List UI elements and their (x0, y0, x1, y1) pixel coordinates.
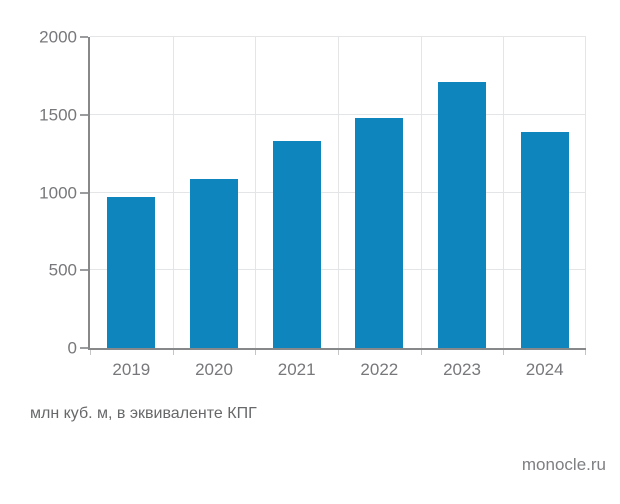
x-axis-tick (255, 350, 257, 355)
y-axis-label: 1500 (39, 105, 77, 125)
y-axis-tick (80, 113, 88, 116)
x-axis-label: 2019 (112, 360, 151, 379)
y-axis-label: 2000 (39, 27, 77, 47)
v-gridline (338, 37, 339, 348)
v-gridline (503, 37, 505, 348)
x-axis-label: 2023 (443, 360, 481, 379)
plot-area: 0 500 1000 1500 2000 2019 2020 2021 2022 2023 2024 (39, 29, 586, 378)
source-watermark: monocle.ru (521, 455, 606, 474)
x-axis-tick (172, 350, 174, 355)
x-axis-tick (503, 350, 505, 355)
x-axis-label: 2022 (360, 360, 399, 379)
chart-caption: млн куб. м, в эквиваленте КПГ (30, 405, 257, 422)
bar-2019 (107, 197, 156, 348)
v-gridline (172, 37, 174, 348)
v-gridline (585, 37, 586, 348)
y-axis-label: 0 (67, 338, 77, 358)
x-axis-tick (338, 350, 339, 355)
y-axis-tick (80, 269, 88, 272)
y-axis-label: 500 (48, 260, 77, 280)
x-axis-label: 2021 (277, 360, 316, 379)
bar-2024 (520, 131, 569, 348)
y-axis-tick (80, 36, 88, 38)
v-gridline (255, 37, 257, 348)
h-gridline (90, 36, 586, 37)
y-axis-tick (80, 347, 88, 349)
bar-2020 (190, 178, 238, 348)
x-axis-tick (420, 350, 422, 355)
bar-2023 (438, 82, 486, 348)
bar-2021 (272, 141, 321, 348)
y-axis-label: 1000 (39, 183, 77, 202)
y-axis-tick (80, 191, 88, 194)
x-axis-label: 2020 (195, 360, 233, 379)
x-axis-tick (90, 350, 91, 355)
v-gridline (420, 37, 422, 348)
x-axis-label: 2024 (525, 360, 564, 379)
x-axis-tick (585, 350, 586, 355)
bar-2022 (355, 117, 404, 348)
